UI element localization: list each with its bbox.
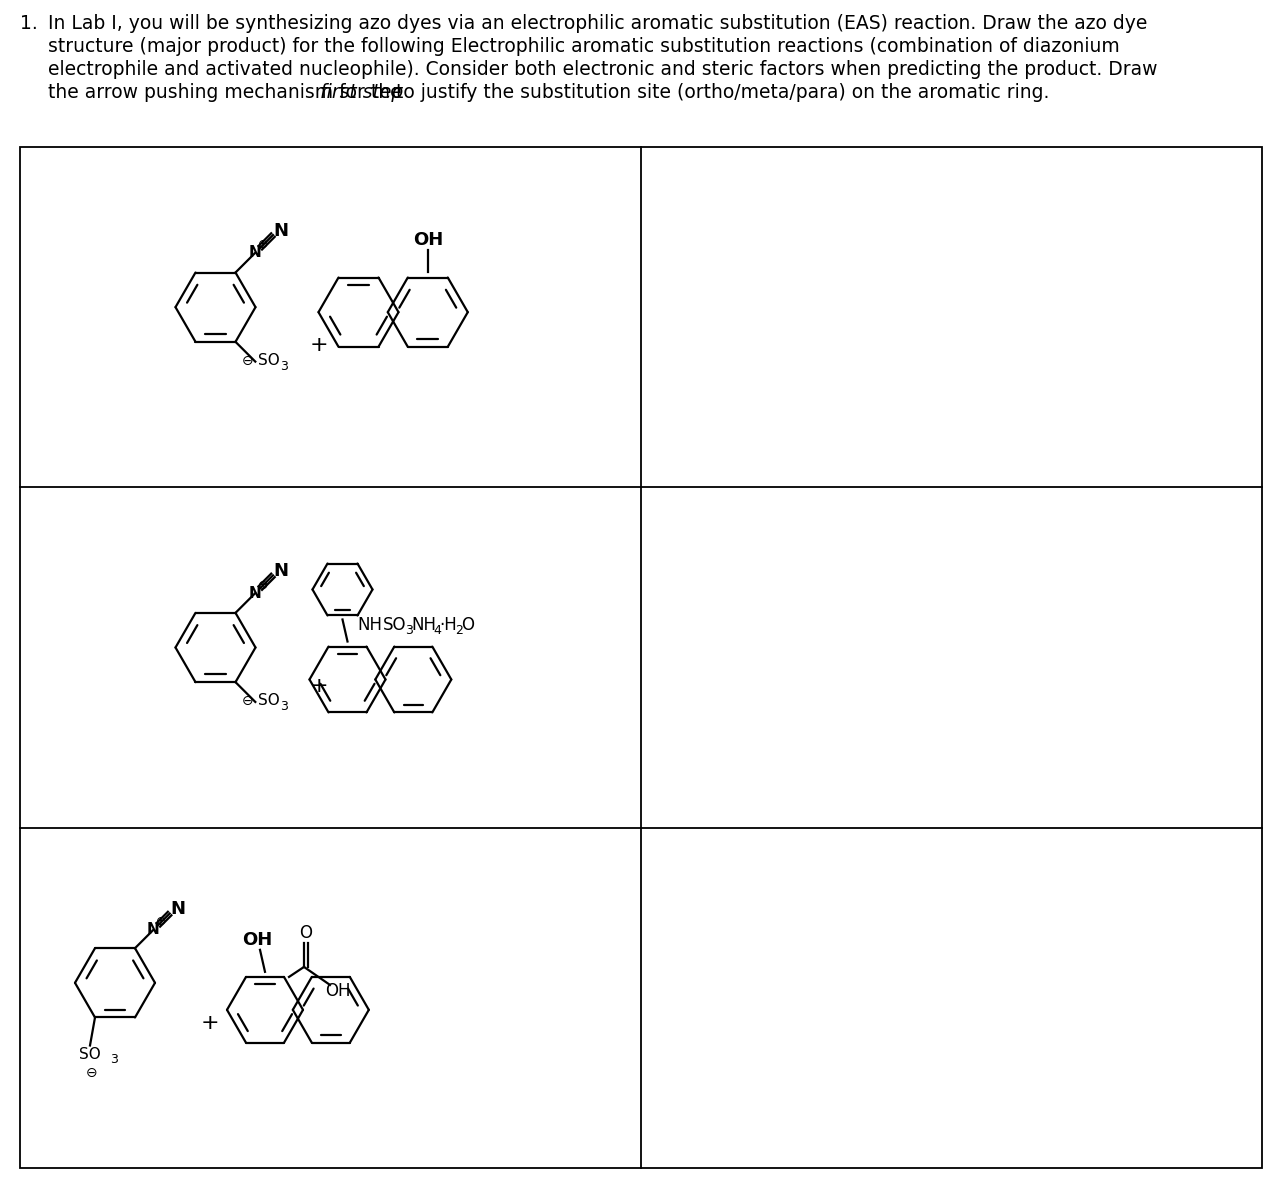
Text: to justify the substitution site (ortho/meta/para) on the aromatic ring.: to justify the substitution site (ortho/…	[390, 83, 1049, 101]
Text: ⊕: ⊕	[258, 238, 268, 251]
Text: electrophile and activated nucleophile). Consider both electronic and steric fac: electrophile and activated nucleophile).…	[47, 60, 1158, 79]
Text: ⊖: ⊖	[242, 694, 254, 708]
Text: the arrow pushing mechanism for the: the arrow pushing mechanism for the	[47, 83, 408, 101]
Text: 2: 2	[455, 624, 463, 637]
Text: first step: first step	[319, 83, 403, 101]
Text: N: N	[171, 900, 186, 918]
Text: ⊕: ⊕	[156, 916, 167, 929]
Text: ⊖: ⊖	[242, 354, 254, 368]
Text: 3: 3	[405, 624, 413, 637]
Text: O: O	[462, 616, 474, 635]
Text: OH: OH	[326, 982, 351, 999]
Text: 1.: 1.	[21, 14, 37, 33]
Text: +: +	[201, 1012, 219, 1032]
Text: 3: 3	[110, 1054, 118, 1067]
Bar	[21, 148, 1261, 1168]
Text: 3: 3	[281, 701, 288, 714]
Text: 3: 3	[281, 360, 288, 373]
Text: In Lab I, you will be synthesizing azo dyes via an electrophilic aromatic substi: In Lab I, you will be synthesizing azo d…	[47, 14, 1147, 33]
Text: NH: NH	[412, 616, 436, 635]
Text: 4: 4	[433, 624, 441, 637]
Text: +: +	[309, 335, 328, 355]
Text: N: N	[273, 222, 288, 240]
Text: O: O	[300, 924, 313, 942]
Text: N: N	[249, 245, 262, 261]
Text: SO: SO	[258, 694, 279, 708]
Text: N: N	[273, 562, 288, 581]
Text: structure (major product) for the following Electrophilic aromatic substitution : structure (major product) for the follow…	[47, 37, 1119, 55]
Text: ⊖: ⊖	[86, 1066, 97, 1080]
Text: ⊕: ⊕	[258, 578, 268, 591]
Text: SO: SO	[258, 353, 279, 368]
Text: SO: SO	[79, 1048, 101, 1062]
Text: N: N	[147, 923, 160, 937]
Text: SO: SO	[383, 616, 406, 635]
Text: OH: OH	[413, 231, 442, 249]
Text: OH: OH	[242, 931, 272, 949]
Text: NH: NH	[356, 616, 382, 635]
Text: N: N	[249, 585, 262, 601]
Text: +: +	[309, 675, 328, 695]
Text: ·H: ·H	[438, 616, 456, 635]
